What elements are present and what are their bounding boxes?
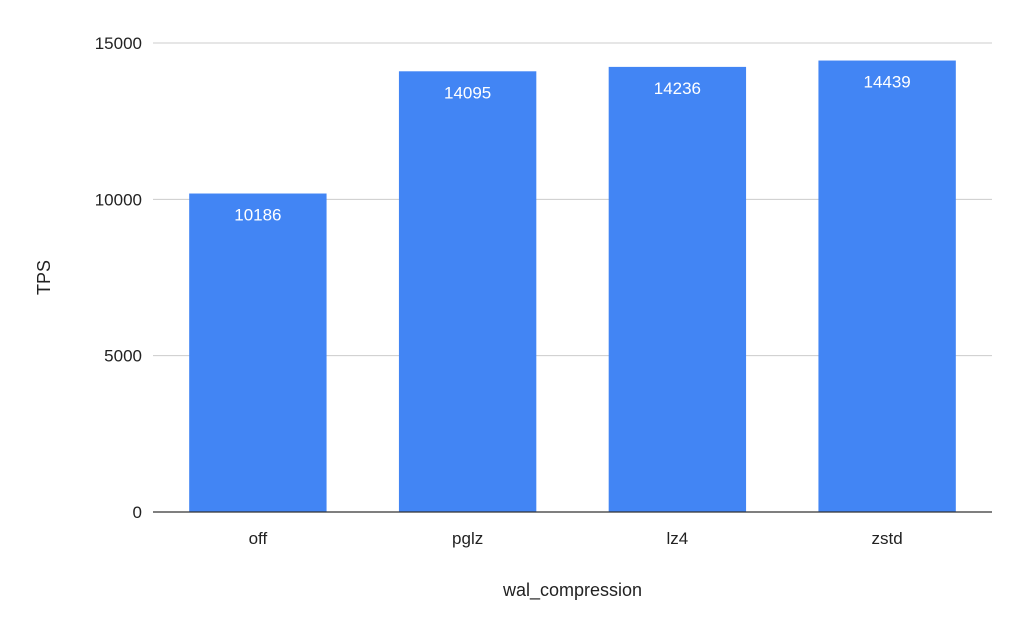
bar-zstd xyxy=(818,60,956,513)
x-tick-label: zstd xyxy=(872,529,903,548)
bars xyxy=(189,60,956,513)
y-tick-label: 0 xyxy=(133,503,142,522)
y-axis-ticks: 0 5000 10000 15000 xyxy=(95,34,142,522)
y-axis-title: TPS xyxy=(34,260,54,295)
data-labels: 10186 14095 14236 14439 xyxy=(234,73,911,225)
data-label-off: 10186 xyxy=(234,206,281,225)
x-axis-ticks: off pglz lz4 zstd xyxy=(249,529,903,548)
y-tick-label: 5000 xyxy=(104,347,142,366)
bar-lz4 xyxy=(608,66,747,513)
data-label-zstd: 14439 xyxy=(863,73,910,92)
x-tick-label: pglz xyxy=(452,529,483,548)
data-label-lz4: 14236 xyxy=(654,79,701,98)
y-tick-label: 10000 xyxy=(95,190,142,209)
x-tick-label: lz4 xyxy=(667,529,689,548)
data-label-pglz: 14095 xyxy=(444,83,491,102)
x-tick-label: off xyxy=(249,529,268,548)
y-tick-label: 15000 xyxy=(95,34,142,53)
bar-pglz xyxy=(398,71,537,513)
bar-off xyxy=(189,193,327,512)
x-axis-title: wal_compression xyxy=(502,580,642,601)
